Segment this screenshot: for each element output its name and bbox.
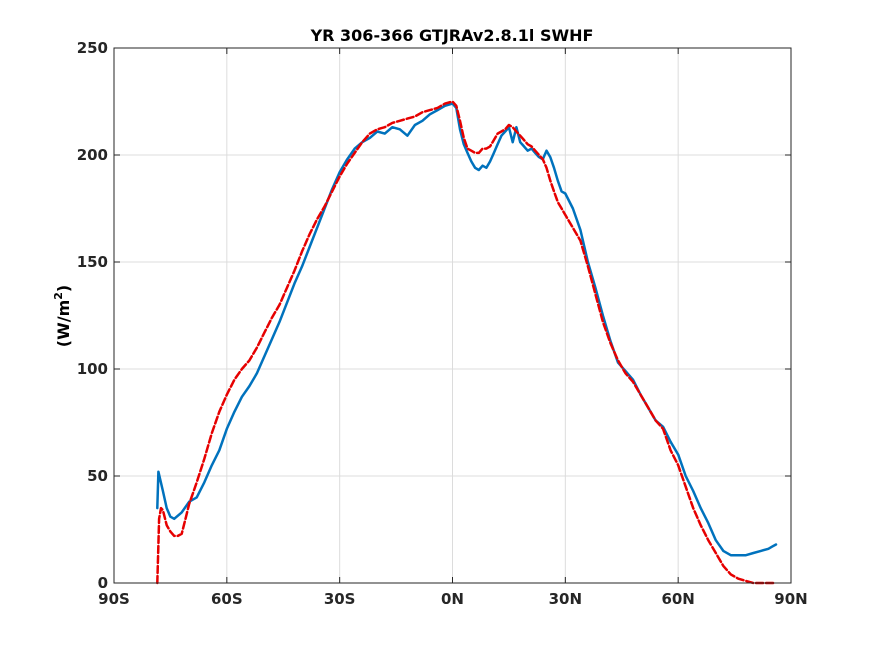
y-tick-label: 250 <box>77 39 108 57</box>
tick-layer: 90S 60S 30S 0N 30N 60N 90N 0 50 100 150 200 250 <box>77 39 808 608</box>
y-tick-label: 200 <box>77 146 108 164</box>
y-axis-label-main: (W/m <box>54 300 73 347</box>
x-tick-label: 90N <box>774 590 807 608</box>
y-axis-label-superscript: 2 <box>52 292 65 300</box>
series-layer <box>156 100 778 585</box>
x-tick-label: 30S <box>324 590 356 608</box>
x-tick-label: 60N <box>661 590 694 608</box>
y-tick-label: 50 <box>87 467 108 485</box>
grid-layer <box>114 48 791 583</box>
y-axis-label: (W/m2) <box>52 285 73 347</box>
x-tick-label: 0N <box>441 590 464 608</box>
x-tick-label: 60S <box>211 590 243 608</box>
x-tick-label: 30N <box>549 590 582 608</box>
y-tick-label: 150 <box>77 253 108 271</box>
y-axis-label-close: ) <box>54 285 73 292</box>
y-tick-label: 100 <box>77 360 108 378</box>
y-tick-label: 0 <box>98 574 108 592</box>
series-line-dashed-red <box>156 100 778 585</box>
x-tick-label: 90S <box>98 590 130 608</box>
chart-title: YR 306-366 GTJRAv2.8.1l SWHF <box>310 26 594 45</box>
